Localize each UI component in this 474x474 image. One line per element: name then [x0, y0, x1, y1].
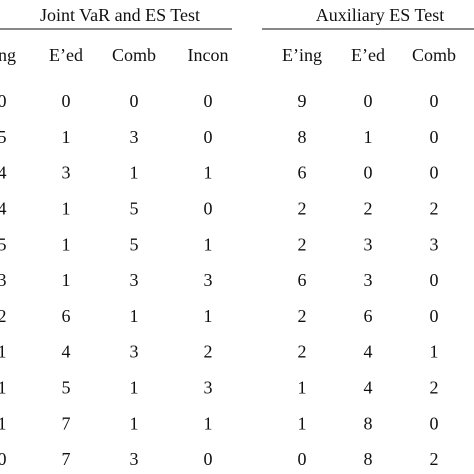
table-cell: 0 — [62, 91, 71, 111]
table-cell: 0 — [430, 413, 439, 433]
table-cell: 6 — [364, 306, 373, 326]
table-cell: 4 — [62, 342, 71, 362]
table-cell: 5 — [0, 127, 7, 147]
table-cell: 0 — [430, 306, 439, 326]
table-cell: 3 — [204, 378, 213, 398]
table-cell: 3 — [130, 270, 139, 290]
table-cell: 3 — [0, 270, 7, 290]
column-header: E’ed — [351, 45, 385, 65]
table-cell: 1 — [204, 234, 213, 254]
table-cell: 2 — [430, 449, 439, 469]
table-cell: 6 — [62, 306, 71, 326]
table-cell: 2 — [364, 199, 373, 219]
table-cell: 2 — [298, 342, 307, 362]
table-cell: 3 — [130, 342, 139, 362]
table-cell: 2 — [430, 378, 439, 398]
table-cell: 1 — [0, 378, 7, 398]
table-cell: 1 — [0, 413, 7, 433]
column-header: E’ed — [49, 45, 83, 65]
table-cell: 1 — [298, 378, 307, 398]
table-cell: 5 — [130, 199, 139, 219]
table-cell: 2 — [298, 199, 307, 219]
table-cell: 3 — [130, 449, 139, 469]
table-cell: 1 — [430, 342, 439, 362]
table-cell: 0 — [130, 91, 139, 111]
table-cell: 5 — [0, 234, 7, 254]
group-header: Joint VaR and ES Test — [40, 5, 200, 25]
table-cell: 1 — [62, 270, 71, 290]
table-cell: 0 — [364, 91, 373, 111]
group-header: Auxiliary ES Test — [316, 5, 444, 25]
table-cell: 8 — [364, 449, 373, 469]
table-cell: 0 — [0, 449, 7, 469]
table-cell: 2 — [430, 199, 439, 219]
table-cell: 5 — [130, 234, 139, 254]
table-cell: 1 — [204, 163, 213, 183]
table-cell: 0 — [0, 91, 7, 111]
table-cell: 6 — [298, 163, 307, 183]
table-cell: 3 — [62, 163, 71, 183]
table-cell: 0 — [204, 449, 213, 469]
table-cell: 2 — [298, 306, 307, 326]
table-cell: 1 — [204, 413, 213, 433]
table-cell: 7 — [62, 449, 71, 469]
table-cell: 0 — [204, 91, 213, 111]
table-cell: 1 — [204, 306, 213, 326]
table-cell: 0 — [430, 163, 439, 183]
table-cell: 0 — [298, 449, 307, 469]
table-cell: 1 — [62, 199, 71, 219]
column-header: Incon — [188, 45, 229, 65]
table-cell: 4 — [364, 342, 373, 362]
table-cell: 0 — [430, 91, 439, 111]
table-cell: 0 — [204, 199, 213, 219]
table-cell: 1 — [364, 127, 373, 147]
table-cell: 0 — [430, 127, 439, 147]
table-cell: 0 — [204, 127, 213, 147]
column-header: E’ing — [282, 45, 322, 65]
table-cell: 4 — [364, 378, 373, 398]
table-cell: 5 — [62, 378, 71, 398]
column-header: Comb — [112, 45, 156, 65]
table-cell: 8 — [364, 413, 373, 433]
table-cell: 1 — [130, 306, 139, 326]
table-cell: 1 — [130, 163, 139, 183]
table-cell: 0 — [364, 163, 373, 183]
table-cell: 1 — [62, 234, 71, 254]
table-cell: 1 — [298, 413, 307, 433]
table-cell: 4 — [0, 199, 7, 219]
table-cell: 3 — [204, 270, 213, 290]
table-cell: 2 — [0, 306, 7, 326]
table-cell: 1 — [130, 378, 139, 398]
column-header: Comb — [412, 45, 456, 65]
table-cell: 1 — [62, 127, 71, 147]
column-header: E’ing — [0, 45, 16, 65]
table-cell: 0 — [430, 270, 439, 290]
table-cell: 3 — [130, 127, 139, 147]
table-cell: 3 — [364, 270, 373, 290]
table-cell: 1 — [130, 413, 139, 433]
table-cell: 6 — [298, 270, 307, 290]
table-cell: 2 — [298, 234, 307, 254]
table-cell: 1 — [0, 342, 7, 362]
table-cell: 2 — [204, 342, 213, 362]
table-cell: 3 — [364, 234, 373, 254]
table-cell: 3 — [430, 234, 439, 254]
table-cell: 8 — [298, 127, 307, 147]
table-cell: 7 — [62, 413, 71, 433]
table-cell: 9 — [298, 91, 307, 111]
table-cell: 4 — [0, 163, 7, 183]
